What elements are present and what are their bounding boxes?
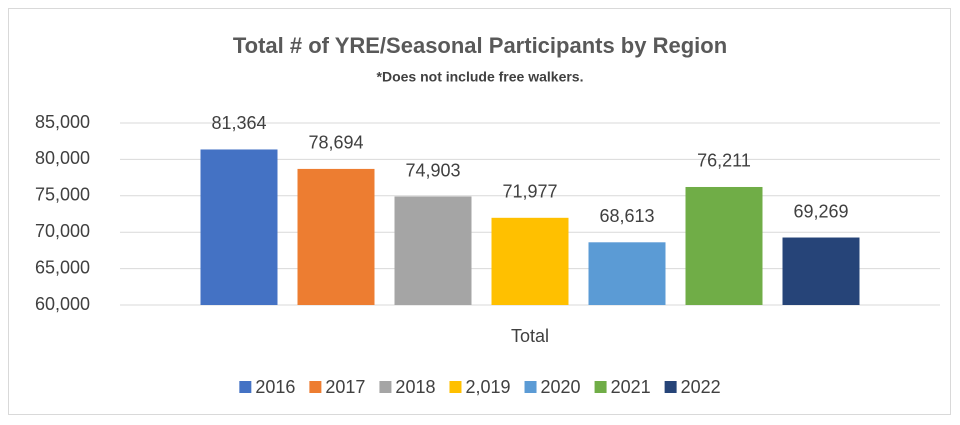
data-label: 81,364 [211,113,266,133]
legend-label: 2,019 [465,377,510,397]
y-tick-label: 65,000 [35,257,90,277]
bar [685,186,763,305]
legend-swatch [664,381,677,393]
legend-label: 2022 [681,377,721,397]
data-label: 69,269 [793,201,848,221]
legend-label: 2020 [541,377,581,397]
data-label: 71,977 [502,182,557,202]
legend-swatch [379,381,392,393]
y-tick-label: 60,000 [35,294,90,314]
bar [200,149,278,305]
legend: 2016 2017 2018 2,019 2020 2021 2022 [239,377,721,397]
legend-swatch [524,381,537,393]
data-label: 76,211 [697,151,751,171]
legend-label: 2018 [395,377,435,397]
chart-border [8,8,951,415]
data-label: 68,613 [599,206,654,226]
bar [782,237,860,305]
legend-swatch [449,381,462,393]
legend-swatch [594,381,607,393]
chart-subtitle: *Does not include free walkers. [377,69,584,85]
bar [491,217,569,305]
bar [297,168,375,305]
data-label: 74,903 [405,160,460,180]
legend-swatch [309,381,322,393]
legend-label: 2021 [611,377,651,397]
y-tick-label: 85,000 [35,112,90,132]
chart-title: Total # of YRE/Seasonal Participants by … [233,33,727,58]
y-tick-label: 75,000 [35,185,90,205]
x-tick-label: Total [511,326,549,346]
y-tick-label: 80,000 [35,148,90,168]
legend-swatch [239,381,252,393]
data-label: 78,694 [308,133,363,153]
legend-label: 2016 [255,377,295,397]
legend-label: 2017 [325,377,365,397]
bar [588,242,666,305]
y-tick-label: 70,000 [35,221,90,241]
bar [394,196,472,305]
